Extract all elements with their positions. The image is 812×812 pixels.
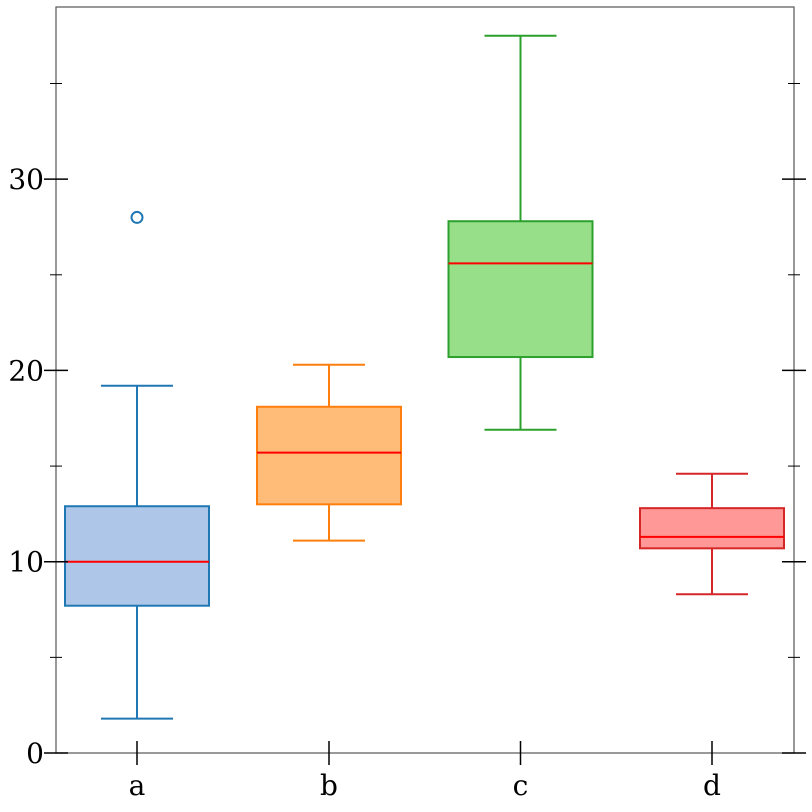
box-group-a [64,210,210,720]
x-tick-label: d [703,769,721,802]
iqr-box [639,507,785,550]
iqr-box [447,220,594,359]
box-group-b [256,363,402,542]
y-tick-label: 0 [26,737,44,770]
y-tick-label: 10 [8,546,44,579]
axes-layer: 0 10 20 30 a b c d [8,6,806,802]
box-group-d [639,472,785,596]
boxes-layer [64,34,785,720]
y-tick-label: 30 [8,163,44,196]
x-tick-label: b [320,769,338,802]
y-tick-label: 20 [8,354,44,387]
iqr-box [64,505,210,607]
outlier-point [130,210,144,224]
x-tick-label: c [513,769,529,802]
box-group-c [447,34,594,431]
plot-frame [55,6,795,754]
x-tick-label: a [129,769,146,802]
iqr-box [256,405,402,506]
